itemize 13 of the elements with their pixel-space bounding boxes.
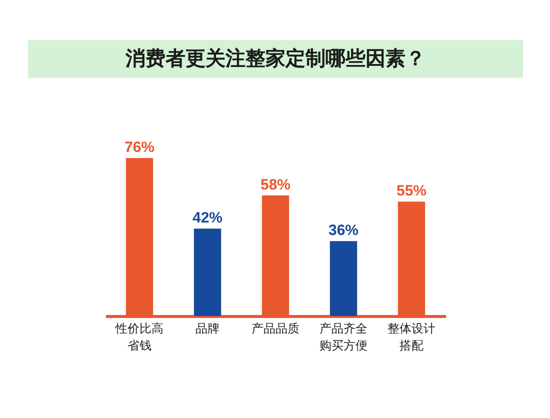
- bar: [330, 241, 358, 316]
- x-tick-label: 品牌: [196, 322, 220, 336]
- data-label: 55%: [396, 182, 427, 200]
- x-tick-label: 整体设计搭配: [388, 322, 436, 352]
- data-label: 58%: [260, 176, 291, 194]
- data-label: 42%: [192, 210, 223, 227]
- x-tick-label: 性价比高省钱: [114, 322, 164, 352]
- x-tick-label: 产品齐全购买方便: [320, 322, 368, 352]
- data-label: 36%: [328, 222, 359, 240]
- bar: [194, 228, 222, 316]
- data-label: 76%: [124, 139, 155, 156]
- chart-title: 消费者更关注整家定制哪些因素？: [124, 46, 426, 70]
- x-tick-label: 产品品质: [252, 322, 300, 336]
